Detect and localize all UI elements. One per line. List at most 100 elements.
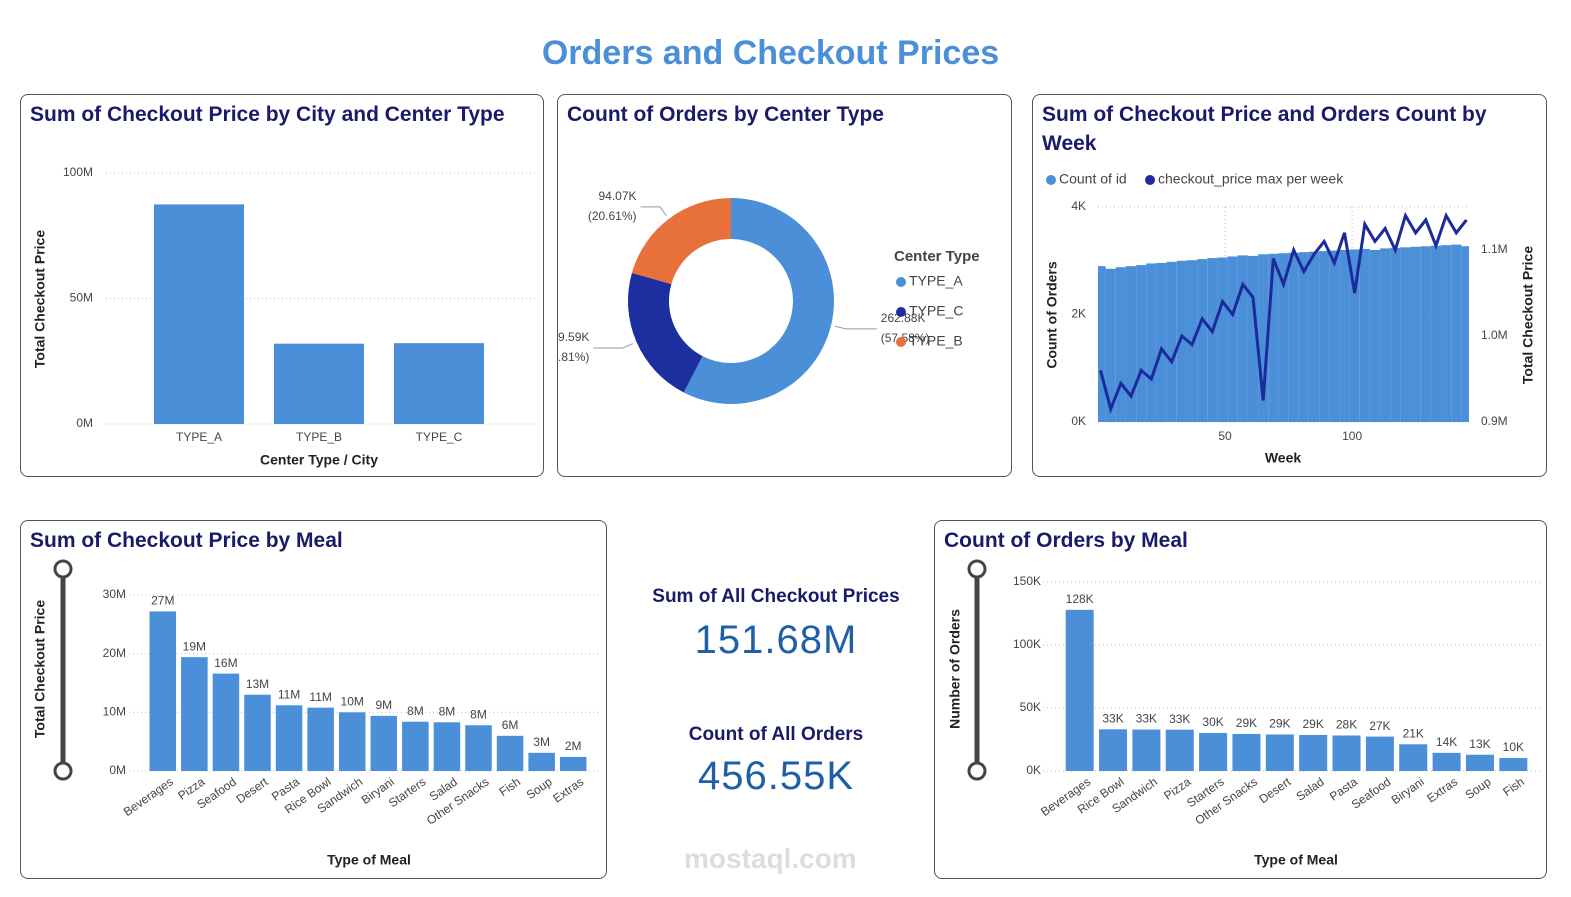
y-tick-label: 0K: [1026, 763, 1041, 777]
percent-label: (21.81%): [558, 350, 589, 364]
bar: [1390, 247, 1401, 422]
axis-title: Total Checkout Price: [32, 600, 48, 738]
panel: Count of Orders by Meal 0K 50K 100K 150K Bev…: [934, 520, 1547, 879]
value-label: 29K: [1269, 717, 1290, 731]
x-tick-label: Desert: [234, 774, 272, 806]
slider-handle: [53, 559, 73, 579]
bar: [244, 694, 271, 771]
bar: [394, 343, 484, 424]
slider-handle: [967, 559, 987, 579]
value-label: 99.59K: [558, 330, 589, 344]
bar: [1499, 758, 1528, 771]
bar: [149, 611, 177, 771]
bar: [1339, 250, 1350, 422]
value-label: 11M: [278, 687, 300, 701]
chart-title: Sum of Checkout Price and Orders Count b…: [1042, 103, 1487, 155]
x-tick-label: Soup: [1463, 774, 1494, 802]
legend-label: TYPE_C: [909, 303, 963, 319]
value-label: 33K: [1102, 711, 1123, 725]
x-tick-label: Extras: [550, 775, 586, 806]
value-label: 13K: [1469, 737, 1490, 751]
bar: [1132, 729, 1161, 771]
axis-title: Total Checkout Price: [32, 230, 48, 368]
leader-line: [593, 343, 634, 349]
slider-handle: [53, 761, 73, 781]
bar: [1065, 609, 1094, 771]
value-label: 28K: [1336, 718, 1357, 732]
value-label: 11M: [309, 690, 331, 704]
bar: [1197, 259, 1208, 422]
kpi-label: Sum of All Checkout Prices: [652, 586, 900, 607]
value-label: 29K: [1236, 716, 1257, 730]
bar: [1247, 255, 1259, 422]
axis-title: Type of Meal: [1254, 852, 1338, 868]
panel: Sum of Checkout Price by Meal 0M 10M 20M 30…: [20, 520, 607, 879]
panel: Count of Orders by Center Type 262.88K (5…: [557, 94, 1012, 477]
axis-title: Center Type / City: [260, 452, 378, 468]
bar: [433, 722, 461, 771]
y-tick-label: 100M: [63, 165, 93, 179]
x-tick-label: Salad: [1294, 775, 1327, 804]
value-label: 13M: [246, 677, 269, 691]
value-label: 27M: [151, 594, 174, 608]
x-tick-label: Beverages: [121, 775, 176, 819]
line: [1099, 211, 1468, 414]
bar: [1237, 255, 1248, 422]
y-tick-label: 20M: [103, 646, 126, 660]
bar: [1115, 267, 1126, 422]
bar: [1227, 256, 1238, 422]
legend-title: Center Type: [894, 248, 980, 265]
bar: [1461, 246, 1469, 422]
bar: [1232, 733, 1261, 771]
leader-line: [834, 325, 877, 330]
chart: 0M10M20M30MBeverages27MPizza19MSeafood16…: [32, 559, 601, 868]
bar: [181, 657, 208, 771]
bar: [1430, 245, 1442, 422]
value-label: 10M: [341, 695, 364, 709]
y-tick-label: 0M: [109, 763, 126, 777]
bar: [1329, 250, 1340, 422]
value-label: 10K: [1503, 740, 1524, 754]
bar: [1217, 257, 1228, 422]
x-tick-label: Fish: [496, 775, 523, 799]
bar: [1278, 253, 1289, 422]
x-tick-label: Biryani: [1389, 775, 1427, 808]
bar: [496, 735, 524, 771]
value-label: 19M: [183, 639, 206, 653]
pie-slice: [631, 198, 731, 285]
chart-title: Sum of Checkout Price by Meal: [30, 529, 343, 552]
bar: [1359, 248, 1370, 422]
slider-handle: [967, 761, 987, 781]
bar: [154, 204, 244, 424]
bar: [370, 715, 398, 771]
axis-title: Count of Orders: [1044, 261, 1060, 369]
x-tick-label: 100: [1342, 429, 1362, 443]
bar: [1176, 260, 1187, 422]
bar: [275, 705, 303, 771]
pie-slice: [628, 272, 703, 393]
bar: [1298, 252, 1309, 422]
bar: [1410, 246, 1421, 422]
kpi-value: 151.68M: [694, 618, 858, 662]
y-tick-label: 50K: [1020, 700, 1041, 714]
percent-label: (57.58%): [881, 331, 930, 345]
chart: 262.88K (57.58%) TYPE_A 99.59K (21.81%) TYPE_…: [558, 189, 980, 404]
kpi-value: 456.55K: [697, 754, 855, 798]
x-tick-label: 50: [1218, 429, 1232, 443]
bar: [1349, 249, 1360, 422]
bar: [1432, 752, 1461, 771]
bar: [1166, 261, 1177, 422]
bar: [1299, 734, 1328, 771]
bar: [528, 752, 555, 771]
bar: [465, 725, 492, 771]
value-label: 128K: [1066, 592, 1094, 606]
y-tick-label: 30M: [103, 587, 126, 601]
x-tick-label: Soup: [524, 774, 555, 802]
y-tick-label: 100K: [1013, 637, 1041, 651]
legend-label: Count of id: [1059, 171, 1127, 187]
y-tick-label: 0K: [1071, 414, 1086, 428]
dashboard-title: Orders and Checkout Prices: [541, 34, 1000, 72]
value-label: 262.88K: [881, 311, 926, 325]
